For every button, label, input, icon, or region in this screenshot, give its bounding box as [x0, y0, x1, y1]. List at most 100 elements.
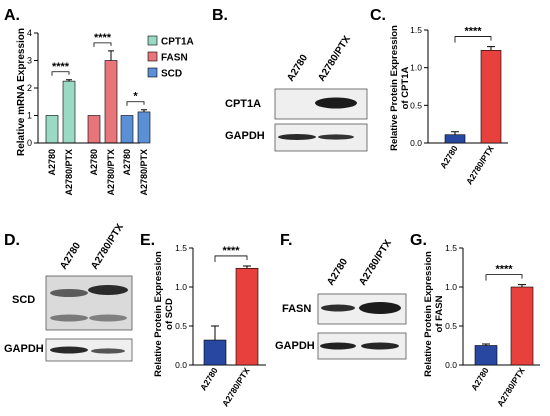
- blot-d-band-4: [89, 314, 127, 322]
- panel-a-ytick-label: 2: [27, 83, 32, 93]
- panel-a-sig-label: *: [133, 91, 138, 103]
- legend-label-scd: SCD: [161, 69, 182, 80]
- blot-d-row-1: SCD: [12, 294, 35, 306]
- blot-d-band-3: [50, 314, 88, 322]
- panel-c-ytick-label: 1.5: [410, 25, 422, 35]
- legend-swatch-scd: [147, 67, 158, 78]
- panel-c-ytick-label: 1.0: [410, 63, 422, 73]
- panel-letter-f: F.: [280, 232, 292, 249]
- panel-e-sig-bracket: [214, 255, 248, 262]
- panel-g-ytick-label: 1.0: [445, 282, 457, 292]
- blot-d-gapdh-band-1: [50, 346, 88, 354]
- panel-f-western-blot: A2780 A2780/PTX FASN GAPDH: [275, 238, 407, 360]
- panel-e-xtick-label: A2780/PTX: [220, 365, 252, 408]
- panel-e-ytick-label: 0.0: [175, 360, 187, 370]
- panel-a-xtick-label: A2780/PTX: [64, 149, 74, 196]
- panel-e-bar-2: [235, 267, 259, 366]
- panel-g-ytick-label: 0.5: [445, 321, 457, 331]
- panel-c-bar-2: [480, 50, 502, 144]
- panel-e-errorbar: [243, 265, 251, 269]
- panel-a-ytick-label: 0: [27, 138, 32, 148]
- blot-f-gapdh-band-1: [320, 342, 356, 350]
- blot-d-band-1: [50, 289, 88, 297]
- panel-a-bar-scd-2: [137, 111, 151, 144]
- panel-a-chart: Relative mRNA Expression 0 1 2 3 4 A2780 A278…: [16, 28, 194, 196]
- blot-b-row-1: CPT1A: [225, 98, 261, 110]
- panel-c-errorbar: [487, 46, 495, 51]
- panel-a-sig-label: ****: [52, 61, 70, 73]
- panel-a-ylabel: Relative mRNA Expression: [16, 28, 27, 156]
- legend-label-cpt1a: CPT1A: [161, 37, 194, 48]
- blot-f-lane-1: A2780: [325, 256, 350, 287]
- panel-letter-g: G.: [410, 232, 427, 249]
- legend-label-fasn: FASN: [161, 53, 188, 64]
- panel-g-xtick-label: A2780/PTX: [495, 365, 527, 408]
- blot-f-row-1: FASN: [282, 303, 311, 315]
- panel-g-bar-2: [510, 286, 534, 366]
- panel-g-bar-1: [474, 345, 498, 366]
- panel-a-sig-bracket: [51, 71, 70, 76]
- blot-d-band-2: [88, 285, 128, 295]
- panel-c-chart: Relative Protein Expressionof CPT1A 0.0 0…: [389, 25, 508, 186]
- panel-c-ytick-label: 0.0: [410, 138, 422, 148]
- blot-d-row-2: GAPDH: [4, 343, 44, 355]
- panel-letter-a: A.: [4, 7, 20, 24]
- panel-a-xtick-label: A2780/PTX: [139, 149, 149, 196]
- panel-letter-c: C.: [370, 7, 386, 24]
- panel-g-ylabel: Relative Protein Expressionof FASN: [423, 251, 445, 377]
- panel-e-bar-1: [203, 339, 227, 366]
- blot-d-membrane-1: [45, 275, 133, 331]
- panel-b-western-blot: A2780 A2780/PTX CPT1A GAPDH: [225, 34, 368, 152]
- panel-c-ylabel: Relative Protein Expressionof CPT1A: [389, 25, 411, 151]
- panel-e-ytick-label: 1.0: [175, 282, 187, 292]
- panel-letter-d: D.: [4, 232, 20, 249]
- panel-e-sig-label: ****: [222, 245, 240, 257]
- panel-a-errorbar: [66, 79, 72, 82]
- blot-f-lane-2: A2780/PTX: [357, 238, 394, 288]
- panel-c-errorbar: [451, 131, 459, 135]
- panel-g-errorbar: [482, 343, 490, 346]
- panel-a-xtick-label: A2780/PTX: [106, 149, 116, 196]
- panel-a-ytick-label: 3: [27, 56, 32, 66]
- panel-a-legend: CPT1A FASN SCD: [147, 35, 194, 80]
- panel-g-sig-label: ****: [495, 264, 513, 276]
- panel-a-xtick-label: A2780: [47, 149, 57, 176]
- panel-a-bar-fasn-2: [104, 60, 118, 144]
- panel-a-bar-scd-1: [120, 115, 134, 144]
- panel-g-errorbar: [518, 284, 526, 287]
- panel-a-errorbar: [141, 109, 147, 112]
- panel-a-bar-fasn-1: [87, 115, 101, 144]
- blot-d-lane-1: A2780: [58, 240, 83, 271]
- blot-f-band-2: [359, 302, 401, 314]
- blot-d-membrane-2: [45, 338, 133, 362]
- panel-c-sig-bracket: [454, 36, 492, 43]
- panel-e-xtick-label: A2780: [198, 366, 220, 393]
- panel-a-xtick-label: A2780: [122, 149, 132, 176]
- blot-f-gapdh-band-2: [361, 342, 399, 350]
- panel-g-xtick-label: A2780: [469, 366, 491, 393]
- panel-g-ytick-label: 1.5: [445, 243, 457, 253]
- panel-c-ytick-label: 0.5: [410, 100, 422, 110]
- panel-g-chart: Relative Protein Expressionof FASN 0.0 0.…: [423, 243, 540, 408]
- legend-swatch-cpt1a: [147, 35, 158, 46]
- blot-f-band-1: [321, 304, 355, 312]
- panel-a-ytick-label: 1: [27, 111, 32, 121]
- blot-b-row-2: GAPDH: [225, 130, 265, 142]
- blot-b-lane-2: A2780/PTX: [316, 34, 353, 84]
- panel-a-ytick-label: 4: [27, 28, 32, 38]
- panel-e-errorbar: [211, 325, 219, 341]
- panel-c-sig-label: ****: [464, 26, 482, 38]
- panel-e-ylabel: Relative Protein Expressionof SCD: [153, 251, 175, 377]
- panel-g-sig-bracket: [485, 274, 523, 281]
- panel-d-western-blot: A2780 A2780/PTX SCD GAPDH: [4, 222, 133, 362]
- blot-f-row-2: GAPDH: [275, 340, 315, 352]
- panel-a-sig-label: ****: [94, 32, 112, 44]
- panel-a-xtick-label: A2780: [89, 149, 99, 176]
- panel-e-chart: Relative Protein Expressionof SCD 0.0 0.5…: [153, 243, 266, 408]
- panel-e-ytick-label: 0.5: [175, 321, 187, 331]
- blot-b-gapdh-band-2: [318, 134, 354, 140]
- blot-b-lane-1: A2780: [285, 52, 310, 83]
- panel-a-bar-cpt1a-1: [45, 115, 59, 144]
- panel-c-bar-1: [444, 134, 466, 144]
